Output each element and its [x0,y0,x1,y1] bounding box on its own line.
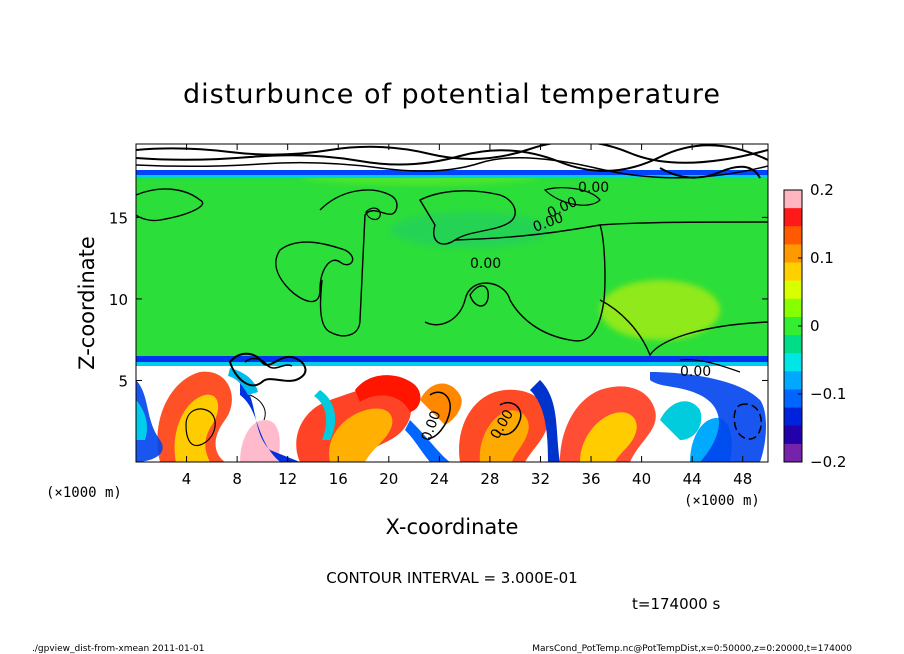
x-tick-label: 48 [733,470,752,488]
colorbar-segment [784,425,802,445]
x-tick-label: 12 [278,470,297,488]
plot-frame [135,143,769,463]
y-unit-label: (×1000 m) [46,485,122,501]
inversion-blue [136,356,768,364]
x-tick-label: 4 [182,470,192,488]
chart-title: disturbunce of potential temperature [183,79,721,110]
x-tick-label: 8 [232,470,242,488]
x-tick-label: 24 [430,470,449,488]
colorbar-segment [784,226,802,245]
y-tick-label: 5 [118,372,128,390]
colorbar-segment [784,280,802,300]
colorbar-tick-label: −0.2 [810,453,846,471]
colorbar-tick-label: 0.2 [810,181,834,199]
colorbar-tick-label: −0.1 [810,385,846,403]
cool-patch [390,212,550,248]
colorbar-segment [784,371,802,390]
colorbar-segment [784,208,802,227]
colorbar-segment [784,335,802,354]
x-tick-label: 16 [329,470,348,488]
colorbar-segment [784,244,802,264]
x-tick-label: 32 [531,470,550,488]
inversion-cyan [136,362,768,366]
contour-interval-text: CONTOUR INTERVAL = 3.000E-01 [326,569,577,587]
x-axis: 4 8 12 16 20 24 28 32 36 40 44 48 [182,144,752,488]
colorbar-segment [784,389,802,409]
x-tick-label: 28 [480,470,499,488]
x-axis-label: X-coordinate [386,515,519,539]
contour-label: 0.00 [578,180,609,196]
colorbar-segment [784,262,802,282]
y-axis: 5 10 15 [109,209,768,390]
contour-label: 0.00 [470,256,501,272]
colorbar-segment [784,443,802,463]
stratosphere-blue-line [136,170,768,176]
stratosphere-cyan-line [136,175,768,178]
y-axis-label: Z-coordinate [75,236,99,370]
colorbar-segment [784,353,802,372]
heatmap-plot [136,144,768,462]
warm-patch [600,280,720,340]
colorbar: 0.2 0.1 0 −0.1 −0.2 [783,181,846,471]
colorbar-segment [784,407,802,427]
colorbar-segment [784,316,802,336]
y-tick-label: 10 [109,291,128,309]
x-tick-label: 20 [379,470,398,488]
x-tick-label: 44 [683,470,702,488]
contour-label: 0.00 [680,364,711,380]
x-tick-label: 40 [632,470,651,488]
footer-right: MarsCond_PotTemp.nc@PotTempDist,x=0:5000… [532,644,852,654]
y-tick-label: 15 [109,209,128,227]
x-unit-label: (×1000 m) [684,493,760,509]
colorbar-tick-label: 0 [810,317,820,335]
x-tick-label: 36 [581,470,600,488]
colorbar-segment [784,190,802,209]
time-text: t=174000 s [632,595,720,613]
colorbar-tick-label: 0.1 [810,249,834,267]
colorbar-segment [784,298,802,318]
footer-left: ./gpview_dist-from-xmean 2011-01-01 [32,644,204,654]
